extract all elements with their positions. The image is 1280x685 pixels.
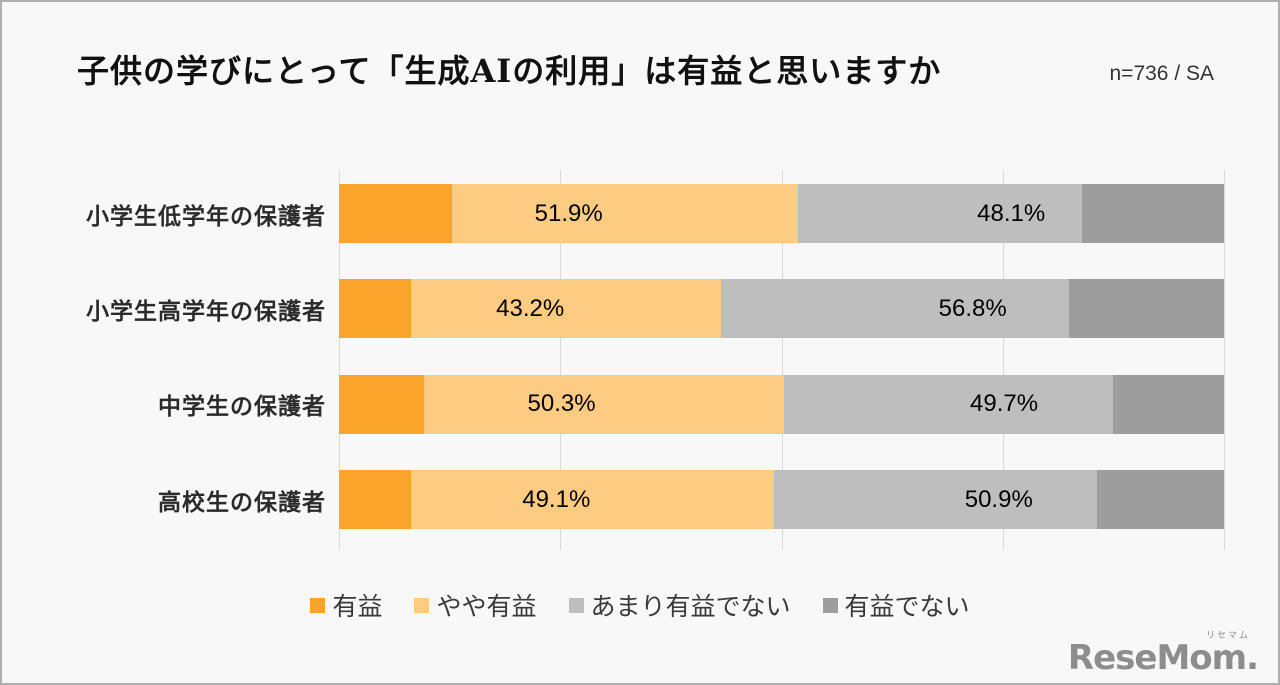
legend-item: 有益でない <box>822 587 970 623</box>
legend-item: 有益 <box>310 587 382 623</box>
bar-segment <box>798 184 1083 243</box>
bar-segment <box>410 470 774 530</box>
bar-segment <box>339 279 411 339</box>
value-label-beneficial: 49.1% <box>522 485 591 513</box>
gridline <box>1002 170 1004 550</box>
gridline <box>781 170 783 550</box>
legend-swatch-icon <box>414 597 430 613</box>
chart-legend: 有益 やや有益 あまり有益でない 有益でない <box>2 587 1278 623</box>
category-label: 小学生高学年の保護者 <box>86 297 326 324</box>
bar-segment <box>423 374 785 434</box>
resemom-logo: リセマム ReseMom. <box>1067 630 1259 678</box>
value-label-not-beneficial: 50.9% <box>964 485 1033 513</box>
bar-segment <box>339 470 411 530</box>
bar-segment <box>1113 374 1224 434</box>
category-label: 中学生の保護者 <box>158 393 326 420</box>
legend-label: 有益でない <box>844 593 970 621</box>
bar-segment <box>773 470 1098 530</box>
legend-label: やや有益 <box>436 593 537 621</box>
gridline <box>339 170 340 550</box>
resemom-logo-ruby: リセマム <box>1205 630 1250 640</box>
legend-label: あまり有益でない <box>590 593 791 621</box>
bar-segment <box>1082 184 1224 243</box>
chart-title: 子供の学びにとって「生成AIの利用」は有益と思いますか <box>77 52 942 90</box>
value-label-beneficial: 50.3% <box>527 390 596 418</box>
category-label: 小学生低学年の保護者 <box>86 202 326 229</box>
legend-swatch-icon <box>310 597 326 613</box>
bar-segment <box>339 184 453 243</box>
value-label-beneficial: 43.2% <box>496 294 565 322</box>
legend-swatch-icon <box>568 597 584 613</box>
value-label-not-beneficial: 48.1% <box>977 199 1046 227</box>
resemom-logo-text: ReseMom. <box>1067 638 1259 678</box>
bar-segment <box>410 279 722 339</box>
bar-segment <box>339 374 424 434</box>
bar-row: 中学生の保護者 50.3% 49.7% <box>158 374 1224 434</box>
bar-row: 高校生の保護者 49.1% 50.9% <box>158 470 1224 530</box>
bar-segment <box>1069 279 1224 339</box>
legend-swatch-icon <box>822 597 838 613</box>
plot-area: 小学生低学年の保護者 51.9% 48.1% 小学生高学年の保護者 43.2% 56.8%… <box>86 170 1225 550</box>
legend-item: やや有益 <box>414 587 537 623</box>
bar-segment <box>721 279 1070 339</box>
category-label: 高校生の保護者 <box>158 488 326 515</box>
bar-segment <box>1097 470 1224 530</box>
bar-row: 小学生低学年の保護者 51.9% 48.1% <box>86 184 1224 243</box>
bar-segment <box>784 374 1114 434</box>
bar-row: 小学生高学年の保護者 43.2% 56.8% <box>86 279 1224 339</box>
value-label-not-beneficial: 56.8% <box>938 294 1007 322</box>
gridline <box>560 170 562 550</box>
value-label-not-beneficial: 49.7% <box>970 390 1039 418</box>
sample-size-label: n=736 / SA <box>1109 62 1215 85</box>
value-label-beneficial: 51.9% <box>534 199 603 227</box>
gridline <box>1224 170 1225 550</box>
legend-item: あまり有益でない <box>568 587 791 623</box>
bar-segment <box>452 184 799 243</box>
legend-label: 有益 <box>332 593 383 621</box>
